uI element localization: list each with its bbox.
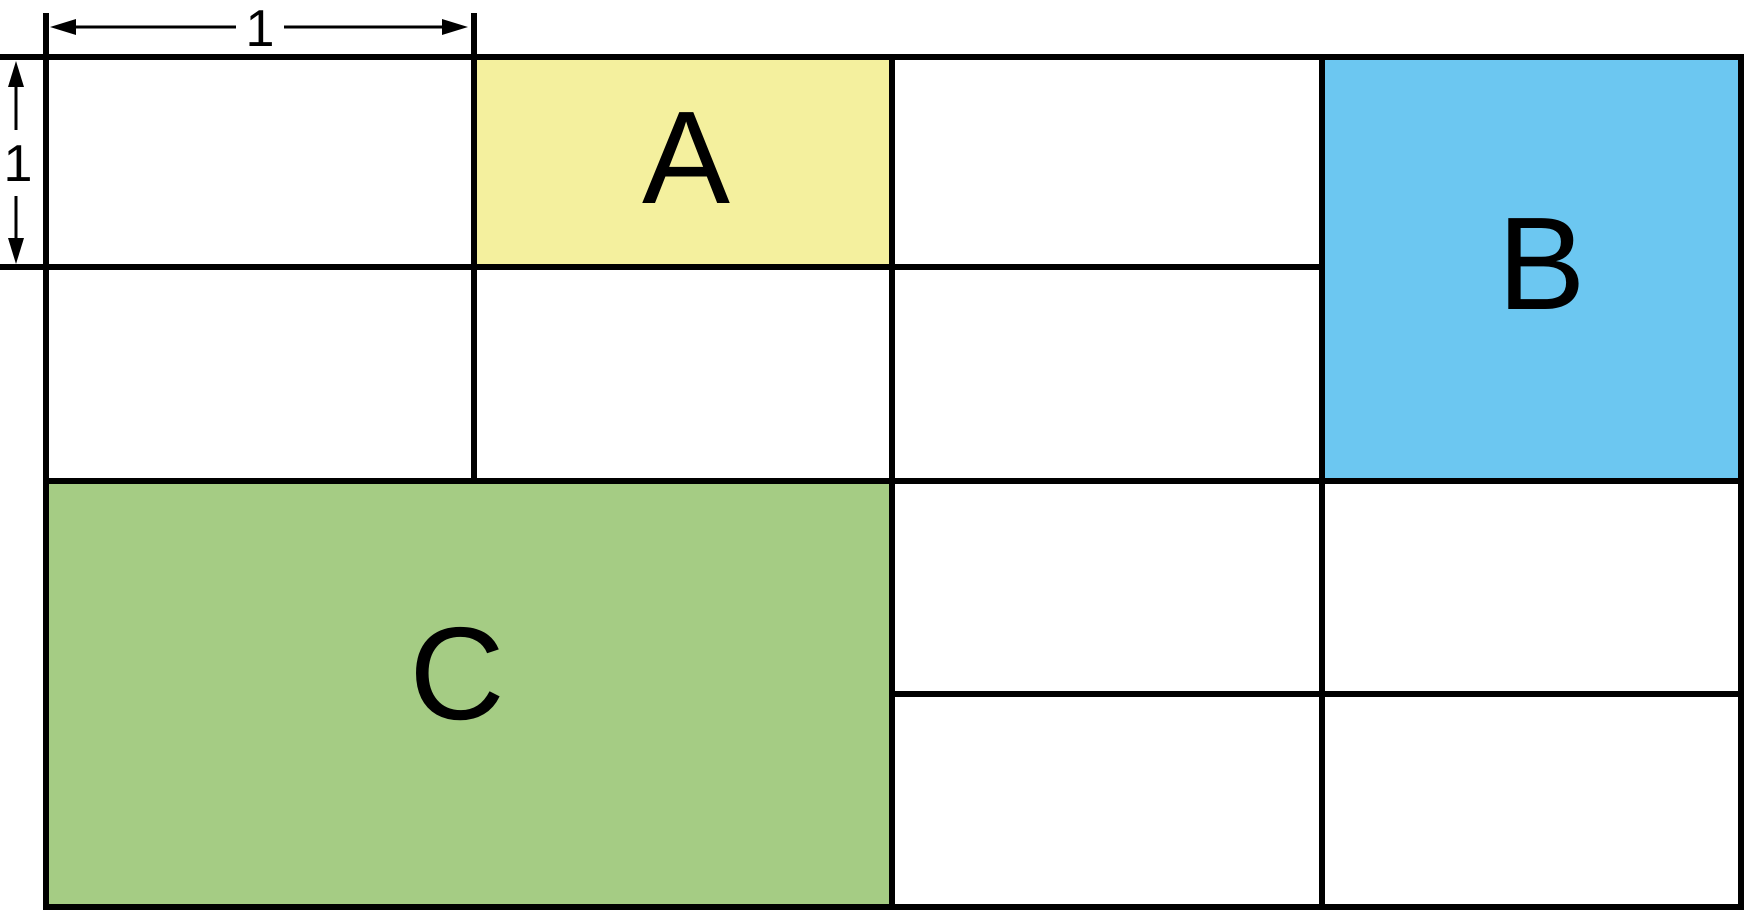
grid-line-top xyxy=(0,54,1744,60)
region-c-label: C xyxy=(409,600,505,747)
grid-line-column-2 xyxy=(889,54,895,910)
grid-line-row-3-partial xyxy=(889,691,1744,697)
region-a-label: A xyxy=(641,84,731,231)
region-b: B xyxy=(1322,57,1741,481)
region-c: C xyxy=(46,481,892,907)
height-dimension-label: 1 xyxy=(3,135,33,193)
region-b-label: B xyxy=(1497,190,1586,337)
grid-line-right xyxy=(1738,54,1744,910)
grid-line-left xyxy=(43,13,49,910)
grid-line-column-3 xyxy=(1319,54,1325,910)
grid-line-column-1 xyxy=(471,13,477,484)
grid-line-row-1 xyxy=(0,264,1325,270)
width-dimension-label: 1 xyxy=(245,0,275,58)
region-a: A xyxy=(474,57,892,267)
